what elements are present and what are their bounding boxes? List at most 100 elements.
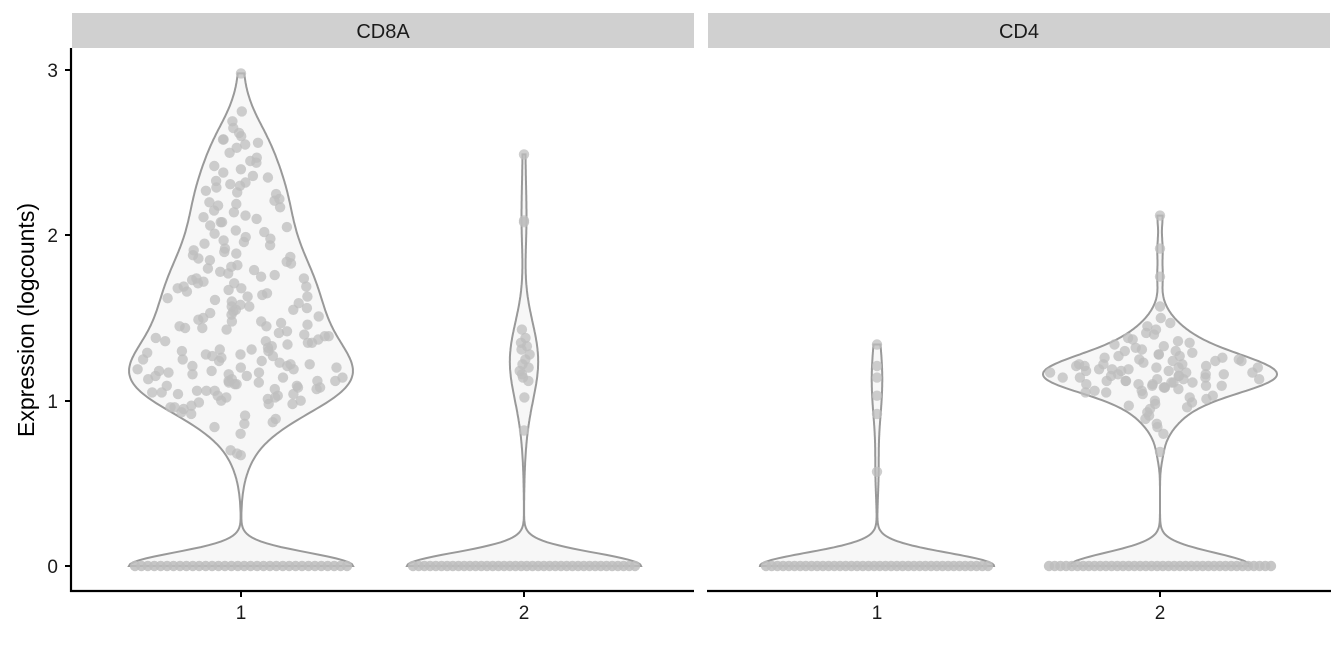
point-cd8a-1-159 bbox=[269, 195, 280, 206]
point-cd8a-1-41 bbox=[219, 246, 230, 258]
point-cd4-2-1 bbox=[1154, 243, 1166, 254]
point-cd8a-1-188 bbox=[236, 283, 247, 294]
point-cd8a-1-172 bbox=[235, 349, 246, 360]
plot-layer bbox=[127, 68, 1279, 572]
point-cd4-2-32 bbox=[1200, 360, 1212, 372]
point-cd4-2-92 bbox=[1187, 377, 1198, 388]
point-cd8a-2-3 bbox=[516, 324, 528, 335]
point-cd8a-1-185 bbox=[214, 344, 225, 355]
point-cd4-2-87 bbox=[1101, 375, 1112, 387]
point-cd8a-1-175 bbox=[285, 258, 297, 269]
point-cd4-2-70 bbox=[1123, 400, 1135, 411]
point-cd8a-1-150 bbox=[198, 212, 209, 223]
point-cd8a-1-47 bbox=[202, 263, 214, 274]
point-cd8a-1-183 bbox=[244, 301, 255, 312]
point-cd8a-1-119 bbox=[209, 421, 220, 433]
point-cd8a-1-zero-33 bbox=[341, 560, 353, 572]
point-cd4-2-39 bbox=[1247, 367, 1258, 378]
point-cd8a-1-7 bbox=[252, 137, 264, 148]
point-cd8a-1-161 bbox=[226, 261, 237, 272]
point-cd8a-1-70 bbox=[275, 317, 287, 329]
point-cd8a-1-84 bbox=[177, 354, 188, 365]
point-cd8a-1-28 bbox=[228, 207, 240, 218]
point-cd8a-1-160 bbox=[238, 236, 250, 248]
point-cd8a-1-142 bbox=[215, 266, 226, 277]
point-cd8a-1-120 bbox=[235, 428, 246, 439]
point-cd8a-1-158 bbox=[239, 418, 250, 429]
point-cd4-2-28 bbox=[1138, 357, 1149, 368]
point-cd4-2-17 bbox=[1136, 344, 1148, 355]
point-cd8a-1-118 bbox=[267, 417, 278, 428]
point-cd8a-1-48 bbox=[248, 264, 260, 276]
point-cd8a-1-38 bbox=[199, 238, 210, 249]
point-cd8a-1-128 bbox=[265, 233, 276, 244]
point-cd8a-1-127 bbox=[216, 217, 228, 228]
point-cd4-2-91 bbox=[1173, 370, 1185, 382]
point-cd8a-1-197 bbox=[163, 367, 174, 378]
point-cd4-2-38 bbox=[1080, 365, 1092, 377]
point-cd4-2-62 bbox=[1101, 387, 1112, 398]
x-tick-label-cd4-1: 1 bbox=[872, 603, 883, 624]
point-cd8a-1-91 bbox=[206, 365, 217, 377]
point-cd4-2-50 bbox=[1120, 375, 1132, 387]
point-cd8a-1-166 bbox=[314, 382, 326, 393]
point-cd8a-1-89 bbox=[331, 362, 342, 373]
point-cd8a-1-56 bbox=[172, 283, 183, 294]
point-cd8a-1-199 bbox=[179, 322, 191, 334]
x-axis-cd4: 1 2 bbox=[707, 589, 1331, 624]
point-cd8a-1-10 bbox=[224, 147, 235, 158]
point-cd4-2-61 bbox=[1089, 385, 1100, 396]
point-cd4-2-27 bbox=[1210, 355, 1221, 367]
point-cd4-2-14 bbox=[1109, 339, 1120, 350]
point-cd4-2-56 bbox=[1200, 380, 1212, 391]
point-cd4-2-88 bbox=[1158, 382, 1170, 393]
point-cd8a-1-184 bbox=[261, 321, 272, 332]
point-cd4-2-15 bbox=[1158, 341, 1170, 352]
point-cd4-2-98 bbox=[1080, 387, 1091, 398]
point-cd4-1-2 bbox=[871, 372, 883, 383]
point-cd8a-2-7 bbox=[516, 344, 527, 355]
point-cd8a-1-124 bbox=[217, 134, 229, 145]
point-cd8a-1-196 bbox=[267, 350, 279, 362]
point-cd4-2-95 bbox=[1044, 367, 1056, 378]
point-cd8a-1-69 bbox=[193, 314, 204, 325]
panel-cd8a-strip-background bbox=[72, 13, 694, 48]
point-cd4-2-45 bbox=[1074, 372, 1086, 383]
point-cd8a-1-51 bbox=[255, 271, 267, 282]
point-cd8a-2-2 bbox=[518, 217, 530, 228]
point-cd8a-1-133 bbox=[160, 336, 171, 347]
point-cd4-2-46 bbox=[1200, 372, 1211, 383]
point-cd8a-1-98 bbox=[253, 377, 264, 388]
point-cd8a-1-59 bbox=[257, 289, 268, 301]
point-cd4-2-21 bbox=[1113, 350, 1124, 362]
point-cd8a-1-190 bbox=[306, 337, 318, 348]
point-cd8a-1-8 bbox=[240, 139, 251, 150]
point-cd8a-1-1 bbox=[236, 106, 247, 117]
point-cd8a-1-149 bbox=[262, 172, 274, 183]
point-cd8a-1-5 bbox=[236, 131, 247, 142]
y-tick-label-1: 1 bbox=[47, 392, 58, 413]
x-tick-label-cd8a-2: 2 bbox=[519, 603, 530, 624]
point-cd8a-1-182 bbox=[298, 273, 310, 284]
point-cd8a-1-21 bbox=[200, 185, 212, 196]
y-tick-label-0: 0 bbox=[47, 557, 58, 578]
point-cd8a-1-16 bbox=[247, 170, 259, 182]
point-cd4-2-99 bbox=[1170, 345, 1181, 357]
panel-cd4-title: CD4 bbox=[999, 21, 1039, 43]
point-cd8a-1-204 bbox=[330, 375, 341, 387]
point-cd8a-1-167 bbox=[263, 398, 274, 410]
point-cd8a-1-37 bbox=[218, 235, 229, 246]
point-cd8a-1-61 bbox=[209, 294, 221, 306]
y-axis-label: Expression (logcounts) bbox=[13, 203, 39, 437]
y-tick-label-3: 3 bbox=[47, 61, 58, 82]
point-cd8a-1-141 bbox=[259, 226, 270, 238]
point-cd4-2-55 bbox=[1216, 380, 1227, 391]
point-cd8a-1-176 bbox=[242, 291, 253, 302]
point-cd8a-1-198 bbox=[269, 383, 280, 395]
point-cd4-2-89 bbox=[1167, 355, 1178, 367]
point-cd8a-1-139 bbox=[251, 157, 262, 168]
point-cd8a-1-103 bbox=[191, 385, 203, 396]
point-cd8a-1-126 bbox=[212, 200, 224, 211]
point-cd4-2-85 bbox=[1151, 362, 1162, 373]
point-cd8a-1-74 bbox=[299, 329, 310, 340]
